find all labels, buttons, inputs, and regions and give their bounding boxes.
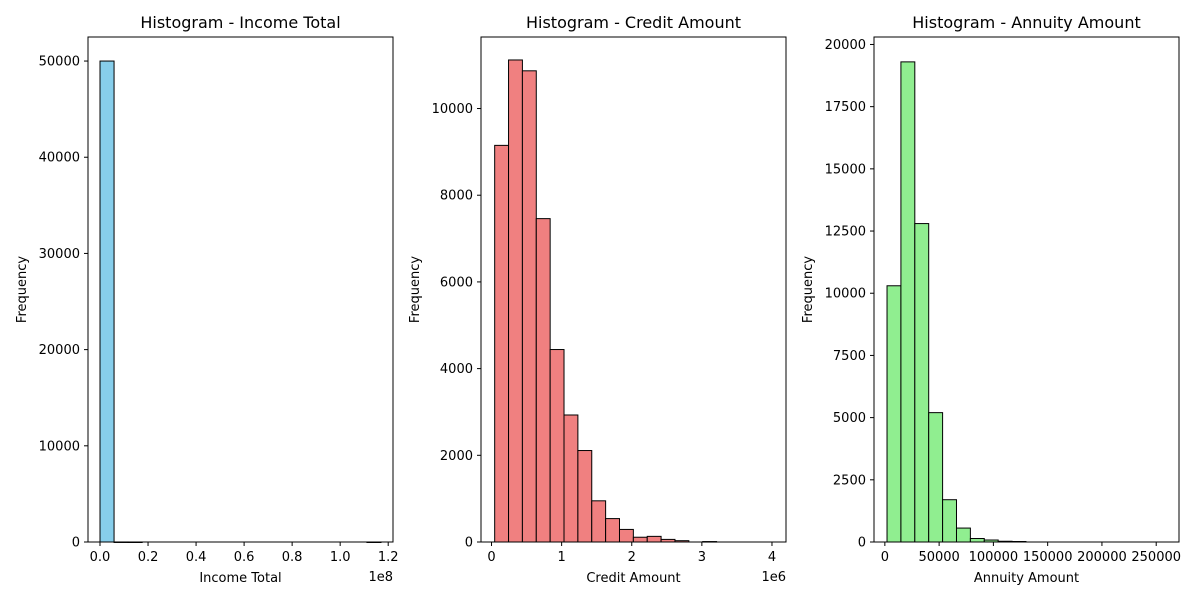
y-tick-label: 17500	[825, 100, 866, 115]
chart-title: Histogram - Income Total	[140, 13, 340, 32]
histogram-bar	[508, 59, 523, 543]
x-axis-label: Annuity Amount	[974, 571, 1079, 586]
histogram-bar	[494, 144, 510, 543]
chart-credit-amount: 0 1 2 3 4 0 2000 4000 6000 8000 10000 Histogram - C…	[408, 13, 787, 586]
chart-title: Histogram - Credit Amount	[526, 13, 741, 32]
y-tick-label: 50000	[39, 55, 80, 70]
histogram-bar	[563, 414, 579, 543]
x-axis-label: Credit Amount	[586, 571, 680, 586]
histogram-bar	[549, 349, 565, 543]
plot-frame	[87, 36, 394, 543]
x-tick-label: 200000	[1077, 550, 1127, 565]
y-tick-label: 2500	[833, 473, 866, 488]
chart-title: Histogram - Annuity Amount	[912, 13, 1140, 32]
histogram-bar	[646, 535, 662, 543]
y-tick-label: 15000	[825, 162, 866, 177]
y-tick-label: 10000	[39, 439, 80, 454]
x-tick-label: 100000	[969, 550, 1019, 565]
x-tick-label: 150000	[1023, 550, 1073, 565]
histogram-bar	[591, 500, 607, 543]
y-tick-label: 10000	[825, 287, 866, 302]
plot-frame	[480, 36, 787, 543]
y-tick-label: 40000	[39, 151, 80, 166]
histogram-bar	[886, 285, 902, 543]
histogram-bar	[577, 450, 593, 543]
x-tick-label: 0.0	[90, 550, 111, 565]
y-tick-label: 8000	[440, 189, 473, 204]
bars	[494, 59, 718, 543]
y-axis-label: Frequency	[408, 256, 423, 323]
y-tick-label: 10000	[432, 102, 473, 117]
histogram-bar	[900, 61, 916, 543]
histogram-bar	[914, 223, 930, 543]
y-tick-label: 0	[858, 536, 866, 551]
y-tick-label: 20000	[39, 343, 80, 358]
histogram-bar	[618, 528, 634, 543]
y-tick-label: 5000	[833, 411, 866, 426]
y-tick-label: 12500	[825, 225, 866, 240]
x-tick-label: 0	[881, 550, 889, 565]
histogram-bar	[521, 70, 537, 543]
y-tick-label: 2000	[440, 449, 473, 464]
chart-annuity-amount: 0 50000 100000 150000 200000 250000 0 2500 5000 7…	[801, 13, 1181, 586]
histogram-bar	[632, 536, 648, 543]
x-axis-label: Income Total	[199, 571, 281, 586]
x-tick-label: 1.0	[330, 550, 351, 565]
histogram-bar	[955, 527, 971, 543]
x-tick-label: 2	[628, 550, 636, 565]
y-tick-label: 30000	[39, 247, 80, 262]
x-tick-label: 0.6	[234, 550, 255, 565]
x-tick-label: 1	[557, 550, 565, 565]
y-tick-label: 7500	[833, 349, 866, 364]
histogram-bar	[942, 499, 957, 543]
chart-income-total: 0.0 0.2 0.4 0.6 0.8 1.0 1.2 0 10000 20000 30000 400…	[15, 13, 399, 586]
y-tick-label: 4000	[440, 362, 473, 377]
histogram-bar	[535, 218, 551, 543]
histogram-bar	[99, 60, 115, 543]
x-tick-label: 0	[487, 550, 495, 565]
y-axis-label: Frequency	[801, 256, 816, 323]
x-tick-label: 4	[768, 550, 776, 565]
x-tick-label: 50000	[918, 550, 959, 565]
x-tick-label: 0.4	[186, 550, 207, 565]
y-axis-label: Frequency	[15, 256, 30, 323]
histogram-bar	[605, 518, 620, 543]
x-tick-label: 3	[698, 550, 706, 565]
x-axis-offset-label: 1e8	[368, 570, 393, 585]
x-tick-label: 0.8	[282, 550, 303, 565]
x-axis-offset-label: 1e6	[761, 570, 786, 585]
y-tick-label: 6000	[440, 275, 473, 290]
y-tick-label: 20000	[825, 38, 866, 53]
histogram-bar	[969, 538, 985, 543]
histogram-bar	[928, 412, 944, 543]
y-tick-label: 0	[72, 536, 80, 551]
y-tick-label: 0	[465, 536, 473, 551]
x-tick-label: 1.2	[378, 550, 399, 565]
x-tick-label: 250000	[1131, 550, 1181, 565]
x-tick-label: 0.2	[138, 550, 159, 565]
plot-frame	[873, 36, 1180, 543]
